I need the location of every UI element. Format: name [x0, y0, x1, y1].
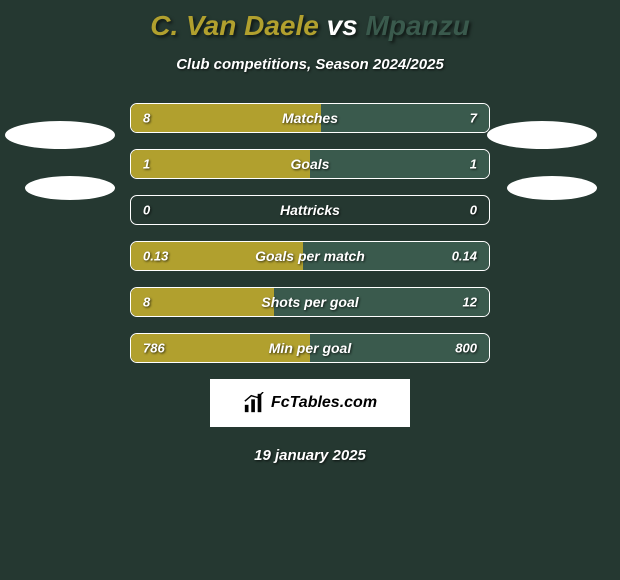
comparison-title: C. Van Daele vs Mpanzu	[0, 0, 620, 42]
stat-label: Hattricks	[280, 202, 340, 218]
value-left: 8	[143, 295, 150, 310]
subtitle: Club competitions, Season 2024/2025	[0, 56, 620, 73]
stat-row: 0.13 0.14 Goals per match	[130, 241, 490, 271]
value-right: 12	[463, 295, 477, 310]
vs-label: vs	[319, 10, 366, 41]
player2-name: Mpanzu	[366, 10, 470, 41]
stat-label: Goals per match	[255, 248, 365, 264]
stat-label: Min per goal	[269, 340, 351, 356]
value-left: 786	[143, 341, 165, 356]
decorative-ellipse	[507, 176, 597, 200]
stats-container: 8 7 Matches 1 1 Goals 0 0 Hattricks 0.13 0.14 Goals…	[130, 103, 490, 363]
fill-left	[131, 288, 274, 316]
value-right: 1	[470, 157, 477, 172]
source-logo: FcTables.com	[210, 379, 410, 427]
stat-row: 8 12 Shots per goal	[130, 287, 490, 317]
date: 19 january 2025	[0, 447, 620, 464]
value-right: 0	[470, 203, 477, 218]
stat-row: 8 7 Matches	[130, 103, 490, 133]
fill-left	[131, 150, 310, 178]
value-right: 7	[470, 111, 477, 126]
fill-right	[310, 150, 489, 178]
value-right: 0.14	[452, 249, 477, 264]
stat-label: Matches	[282, 110, 338, 126]
bar-chart-icon	[243, 392, 265, 414]
stat-row: 786 800 Min per goal	[130, 333, 490, 363]
stat-row: 0 0 Hattricks	[130, 195, 490, 225]
value-left: 0.13	[143, 249, 168, 264]
player1-name: C. Van Daele	[150, 10, 319, 41]
logo-text: FcTables.com	[271, 394, 377, 412]
stat-label: Goals	[291, 156, 330, 172]
value-left: 0	[143, 203, 150, 218]
decorative-ellipse	[5, 121, 115, 149]
fill-right	[321, 104, 489, 132]
decorative-ellipse	[487, 121, 597, 149]
value-left: 8	[143, 111, 150, 126]
value-right: 800	[455, 341, 477, 356]
stat-row: 1 1 Goals	[130, 149, 490, 179]
value-left: 1	[143, 157, 150, 172]
decorative-ellipse	[25, 176, 115, 200]
stat-label: Shots per goal	[261, 294, 358, 310]
